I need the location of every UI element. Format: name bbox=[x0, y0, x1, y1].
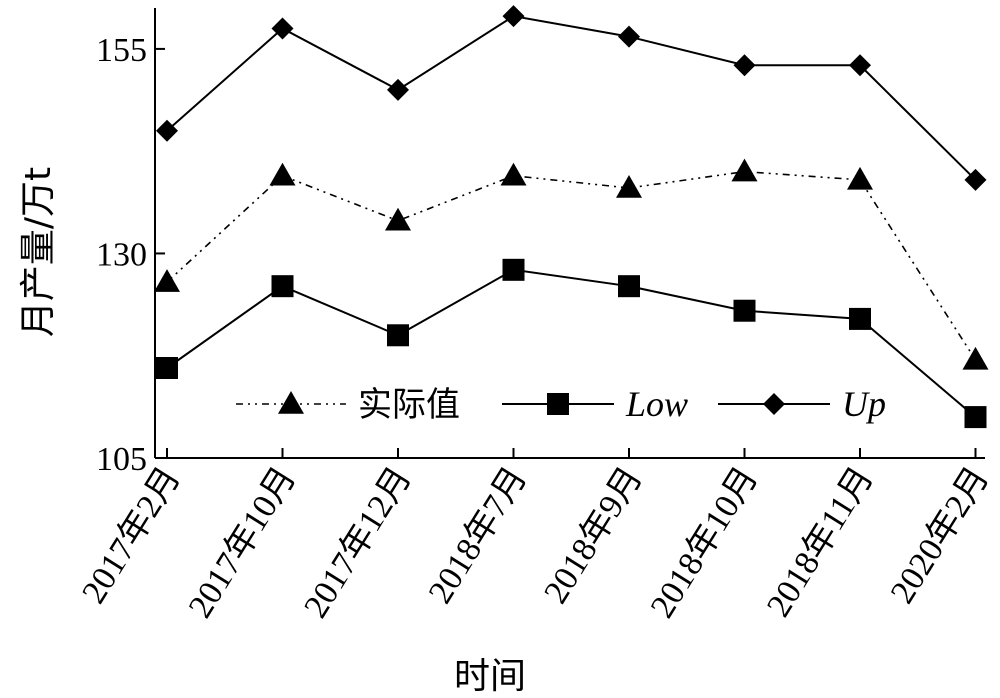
series-line bbox=[166, 268, 977, 418]
legend-label: Low bbox=[625, 384, 688, 424]
data-point bbox=[502, 258, 525, 281]
data-point bbox=[271, 275, 294, 298]
series-square bbox=[156, 258, 987, 429]
series-layer bbox=[154, 5, 989, 429]
data-point bbox=[156, 357, 178, 379]
data-point bbox=[618, 275, 640, 298]
data-point bbox=[849, 307, 871, 330]
x-tick-label: 2020年2月 bbox=[883, 460, 996, 610]
x-tick-label: 2018年9月 bbox=[536, 460, 649, 610]
series-diamond bbox=[156, 5, 987, 191]
legend-label: Up bbox=[842, 384, 886, 424]
x-tick-label: 2017年2月 bbox=[74, 460, 187, 610]
legend-marker bbox=[763, 393, 785, 415]
legend-entry: Up bbox=[718, 384, 886, 424]
y-tick-label: 105 bbox=[96, 441, 147, 478]
data-point bbox=[731, 158, 758, 182]
series-line bbox=[166, 15, 977, 181]
data-point bbox=[733, 54, 756, 77]
legend-entry: Low bbox=[502, 384, 688, 424]
data-point bbox=[387, 324, 409, 347]
data-point bbox=[385, 207, 411, 231]
x-tick-label: 2018年11月 bbox=[759, 460, 881, 623]
y-axis-title: 月产量/万t bbox=[18, 167, 59, 337]
data-point bbox=[500, 162, 527, 186]
legend-marker bbox=[547, 393, 569, 415]
data-point bbox=[271, 17, 294, 40]
data-point bbox=[269, 162, 296, 186]
legend-entry: 实际值 bbox=[236, 385, 460, 425]
data-point bbox=[964, 168, 987, 191]
legend-marker bbox=[278, 391, 304, 414]
data-point bbox=[156, 119, 178, 142]
legend: 实际值 Low Up bbox=[236, 384, 886, 425]
data-point bbox=[849, 54, 871, 77]
y-tick-label: 130 bbox=[96, 236, 147, 273]
series-triangle bbox=[154, 158, 989, 370]
data-point bbox=[618, 25, 640, 48]
series-line bbox=[166, 170, 977, 361]
x-tick-label: 2018年10月 bbox=[643, 460, 765, 624]
data-point bbox=[387, 78, 409, 101]
x-tick-label: 2018年7月 bbox=[421, 460, 534, 610]
data-point bbox=[616, 175, 642, 198]
y-tick-label: 155 bbox=[96, 32, 147, 69]
x-axis-title: 时间 bbox=[454, 656, 526, 697]
x-tick-label: 2017年10月 bbox=[181, 460, 303, 624]
data-point bbox=[733, 299, 756, 322]
data-point bbox=[962, 346, 989, 370]
data-point bbox=[847, 166, 873, 190]
data-point bbox=[154, 269, 180, 292]
data-point bbox=[964, 406, 987, 429]
x-tick-label: 2017年12月 bbox=[296, 460, 418, 624]
data-point bbox=[502, 5, 525, 28]
legend-label: 实际值 bbox=[358, 385, 460, 425]
